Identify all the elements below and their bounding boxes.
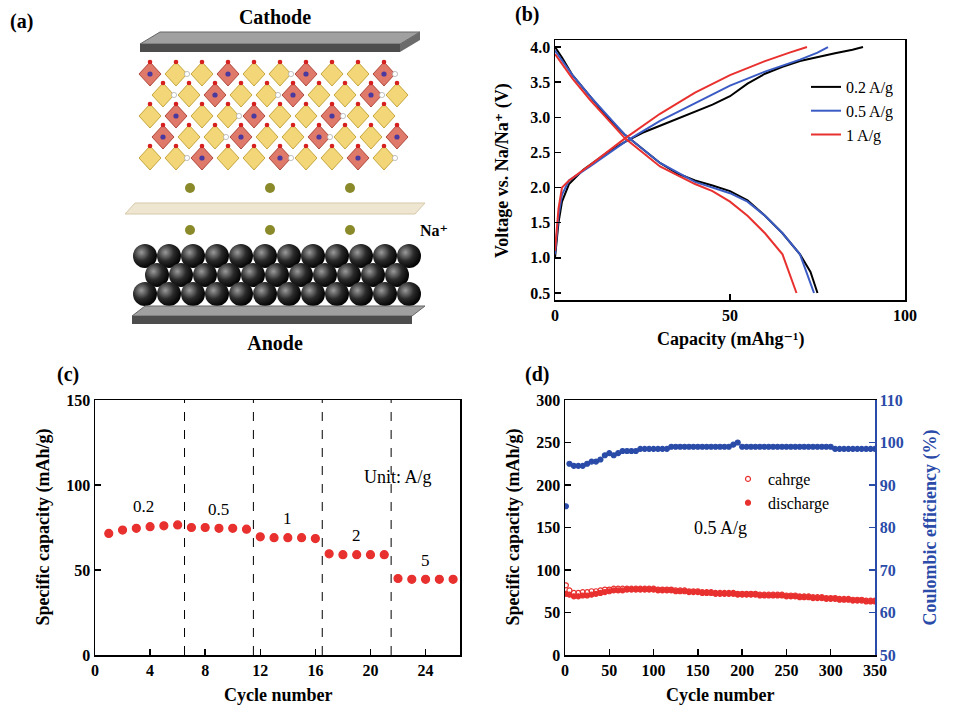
svg-text:(a): (a) <box>10 10 33 33</box>
svg-text:Cycle number: Cycle number <box>666 685 774 705</box>
svg-text:Cathode: Cathode <box>239 6 311 28</box>
svg-text:4.0: 4.0 <box>530 39 550 56</box>
svg-text:300: 300 <box>819 662 843 679</box>
svg-text:70: 70 <box>880 562 896 579</box>
svg-text:0.5 A/g: 0.5 A/g <box>846 103 893 121</box>
svg-text:100: 100 <box>536 562 560 579</box>
svg-text:0.2: 0.2 <box>133 497 154 516</box>
svg-text:0: 0 <box>91 662 99 679</box>
svg-text:100: 100 <box>66 477 90 494</box>
svg-text:Specific capacity (mAh/g): Specific capacity (mAh/g) <box>503 429 524 626</box>
svg-text:0.5: 0.5 <box>208 500 229 519</box>
svg-text:100: 100 <box>880 434 904 451</box>
svg-text:4: 4 <box>146 662 154 679</box>
svg-text:16: 16 <box>307 662 323 679</box>
svg-text:2: 2 <box>352 526 361 545</box>
svg-text:0.2 A/g: 0.2 A/g <box>846 79 893 97</box>
svg-text:200: 200 <box>730 662 754 679</box>
svg-text:3.0: 3.0 <box>530 109 550 126</box>
svg-text:50: 50 <box>601 662 617 679</box>
svg-text:50: 50 <box>880 647 896 664</box>
svg-text:5: 5 <box>421 551 430 570</box>
svg-text:0: 0 <box>551 307 559 324</box>
svg-text:50: 50 <box>544 604 560 621</box>
svg-text:350: 350 <box>863 662 887 679</box>
svg-text:150: 150 <box>686 662 710 679</box>
svg-text:cahrge: cahrge <box>768 471 810 489</box>
svg-text:3.5: 3.5 <box>530 74 550 91</box>
svg-text:Na⁺: Na⁺ <box>420 222 448 239</box>
svg-text:Unit: A/g: Unit: A/g <box>364 467 432 487</box>
svg-text:(c): (c) <box>57 363 79 386</box>
svg-text:200: 200 <box>536 477 560 494</box>
svg-text:discharge: discharge <box>768 495 829 513</box>
svg-text:20: 20 <box>362 662 378 679</box>
svg-text:300: 300 <box>536 392 560 409</box>
svg-text:0: 0 <box>561 662 569 679</box>
svg-text:60: 60 <box>880 604 896 621</box>
svg-text:100: 100 <box>893 307 917 324</box>
svg-text:(d): (d) <box>525 363 549 386</box>
svg-text:80: 80 <box>880 519 896 536</box>
svg-text:8: 8 <box>201 662 209 679</box>
svg-text:50: 50 <box>722 307 738 324</box>
svg-text:250: 250 <box>536 434 560 451</box>
svg-text:1 A/g: 1 A/g <box>846 127 881 145</box>
svg-text:0: 0 <box>82 647 90 664</box>
svg-text:1: 1 <box>283 509 292 528</box>
svg-text:90: 90 <box>880 477 896 494</box>
svg-text:0.5 A/g: 0.5 A/g <box>694 518 747 538</box>
svg-text:1.0: 1.0 <box>530 249 550 266</box>
svg-text:24: 24 <box>418 662 434 679</box>
svg-text:1.5: 1.5 <box>530 214 550 231</box>
svg-text:50: 50 <box>74 562 90 579</box>
svg-text:Anode: Anode <box>247 332 303 354</box>
svg-text:150: 150 <box>66 392 90 409</box>
svg-text:Specific capacity (mAh/g): Specific capacity (mAh/g) <box>33 429 54 626</box>
svg-text:250: 250 <box>774 662 798 679</box>
svg-text:0: 0 <box>552 647 560 664</box>
svg-text:(b): (b) <box>515 3 539 26</box>
svg-text:Coulombic efficiency (%): Coulombic efficiency (%) <box>920 430 941 626</box>
svg-text:110: 110 <box>880 392 903 409</box>
svg-text:12: 12 <box>252 662 268 679</box>
svg-text:2.5: 2.5 <box>530 144 550 161</box>
svg-text:100: 100 <box>642 662 666 679</box>
svg-text:150: 150 <box>536 519 560 536</box>
svg-text:0.5: 0.5 <box>530 285 550 302</box>
svg-text:Cycle number: Cycle number <box>224 685 332 705</box>
svg-text:Voltage vs. Na/Na⁺ (V): Voltage vs. Na/Na⁺ (V) <box>492 83 513 258</box>
svg-text:Capacity (mAhg⁻¹): Capacity (mAhg⁻¹) <box>657 329 804 350</box>
svg-text:2.0: 2.0 <box>530 179 550 196</box>
